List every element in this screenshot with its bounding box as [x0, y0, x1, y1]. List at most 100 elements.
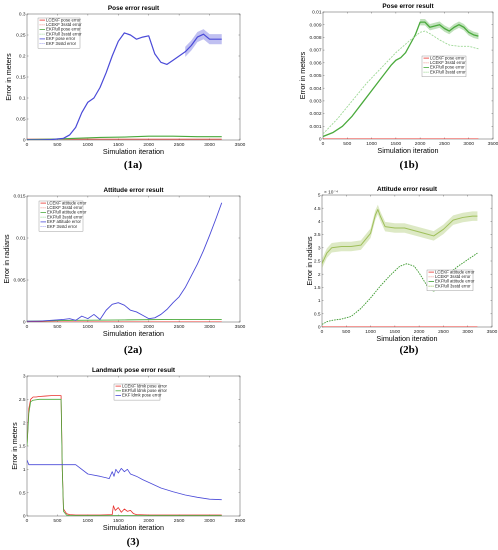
series-line	[27, 202, 223, 322]
legend-entry: LCEKF 3sstd error	[430, 60, 466, 65]
series-group	[322, 204, 478, 327]
x-tick-label: 3500	[488, 141, 498, 147]
x-tick-label: 0	[321, 329, 324, 335]
y-axis-label: Error in meters	[10, 422, 19, 470]
y-tick-label: 0.006	[309, 60, 321, 66]
legend-box	[38, 200, 84, 232]
legend-entry: EKFfull 3sstd error	[47, 214, 83, 219]
y-axis-label: Error in meters	[298, 51, 307, 99]
legend-entry: EKF ldmk pose error	[122, 393, 162, 398]
y-tick-label: 0.007	[309, 48, 321, 54]
y-tick-label: 3	[23, 374, 26, 380]
chart-title: Attitude error result	[377, 186, 438, 193]
y-tick-label: 3.5	[314, 232, 321, 238]
x-tick-label: 500	[342, 329, 350, 335]
y-tick-label: 0.5	[19, 490, 26, 496]
x-tick-label: 1500	[113, 142, 124, 148]
legend-entry: EKFfull attitude error	[435, 279, 475, 284]
y-tick-label: 1.5	[19, 444, 26, 450]
y-tick-label: 2.5	[19, 397, 26, 403]
y-tick-label: 0	[23, 138, 26, 144]
x-tick-label: 500	[53, 324, 61, 330]
legend-entry: EKFfull ldmk pose error	[122, 388, 167, 393]
y-tick-label: 0	[23, 320, 26, 326]
x-tick-label: 3000	[204, 142, 215, 148]
x-tick-label: 1000	[83, 142, 94, 148]
y-tick-label: 0	[319, 137, 322, 143]
y-axis-label: Error in radians	[2, 234, 11, 284]
x-tick-label: 3500	[235, 324, 246, 330]
y-tick-label: 2.5	[314, 259, 321, 265]
y-tick-label: 0.01	[16, 236, 26, 242]
legend-box	[421, 55, 467, 77]
series-line	[322, 209, 478, 264]
chart-caption: (1a)	[124, 159, 143, 171]
y-tick-label: 0.15	[16, 75, 26, 81]
x-tick-label: 0	[26, 142, 29, 148]
x-axis-label: Simulation iteration	[103, 523, 164, 532]
y-tick-label: 0.003	[309, 99, 321, 105]
legend-entry: EKFfull 3sstd error	[430, 69, 466, 74]
y-tick-label: 0.5	[314, 311, 321, 317]
x-tick-label: 3500	[235, 518, 246, 524]
x-tick-label: 3500	[235, 142, 246, 148]
y-tick-label: 4	[318, 219, 321, 225]
x-tick-label: 2000	[415, 141, 426, 147]
legend-box	[37, 17, 81, 49]
legend-entry: EKFfull pose error	[46, 27, 81, 32]
y-tick-label: 0.05	[16, 117, 26, 123]
y-tick-label: 1	[318, 298, 321, 304]
x-tick-label: 3000	[463, 141, 474, 147]
legend-entry: LCEKF 3sstd error	[435, 274, 471, 279]
legend-entry: EKFfull pose error	[430, 65, 465, 70]
series-line	[27, 395, 222, 516]
x-tick-label: 1500	[391, 141, 402, 147]
legend-entry: EKFfull 3sstd error	[46, 31, 82, 36]
legend-entry: LCEKF 3sstd error	[46, 22, 82, 27]
x-tick-label: 2500	[174, 324, 185, 330]
y-tick-label: 0.3	[19, 12, 26, 18]
y-tick-label: 0.002	[309, 111, 321, 117]
x-tick-label: 1500	[113, 518, 124, 524]
chart-caption: (2b)	[400, 344, 419, 356]
legend-entry: EKF 3sstd error	[46, 41, 77, 46]
legend-box	[426, 269, 474, 291]
legend-entry: EKF attitude error	[47, 219, 81, 224]
chart-1b: Pose error result 0 500 1000 1500 2000 2500 300…	[298, 3, 498, 171]
x-tick-label: 2500	[438, 329, 449, 335]
legend-entry: EKF pose error	[46, 36, 76, 41]
chart-title: Attitude error result	[103, 187, 164, 194]
series-line	[322, 252, 478, 325]
x-tick-label: 2000	[143, 518, 154, 524]
series-line	[27, 319, 222, 322]
series-group	[27, 395, 222, 516]
y-tick-label: 5	[318, 193, 321, 199]
legend-entry: LCEKF attitude error	[47, 200, 87, 205]
x-tick-label: 3000	[462, 329, 473, 335]
y-tick-label: 0.2	[19, 54, 26, 60]
series-group	[323, 18, 479, 139]
chart-title: Pose error result	[108, 5, 160, 12]
legend-entry: EKFfull 3sstd error	[435, 283, 471, 288]
x-tick-label: 2500	[439, 141, 450, 147]
y-tick-label: 4.5	[314, 206, 321, 212]
x-tick-label: 1000	[83, 518, 94, 524]
legend-entry: EKF 3sstd error	[47, 224, 78, 229]
y-exponent-label: × 10⁻⁴	[324, 190, 338, 196]
x-axis-label: Simulation iteration	[103, 147, 164, 156]
series-band	[420, 18, 479, 40]
series-band	[185, 29, 222, 57]
chart-2a: Attitude error result 0 500 1000 1500 2000 250…	[2, 187, 246, 356]
x-tick-label: 0	[26, 518, 29, 524]
series-line	[27, 398, 222, 516]
chart-caption: (1b)	[400, 159, 419, 171]
y-tick-label: 0.001	[309, 124, 321, 130]
y-tick-label: 0.01	[312, 10, 322, 16]
y-tick-label: 0.004	[309, 86, 321, 92]
